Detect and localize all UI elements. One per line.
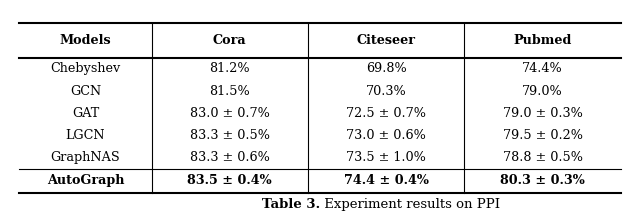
Text: 79.0 ± 0.3%: 79.0 ± 0.3% bbox=[502, 107, 582, 120]
Text: Models: Models bbox=[60, 34, 111, 47]
Text: 80.3 ± 0.3%: 80.3 ± 0.3% bbox=[500, 174, 585, 187]
Text: 81.5%: 81.5% bbox=[209, 85, 250, 98]
Text: 83.3 ± 0.6%: 83.3 ± 0.6% bbox=[190, 151, 269, 164]
Text: 83.3 ± 0.5%: 83.3 ± 0.5% bbox=[189, 129, 270, 142]
Text: 79.0%: 79.0% bbox=[522, 85, 563, 98]
Text: Pubmed: Pubmed bbox=[513, 34, 572, 47]
Text: 73.0 ± 0.6%: 73.0 ± 0.6% bbox=[346, 129, 426, 142]
Text: AutoGraph: AutoGraph bbox=[47, 174, 124, 187]
Text: LGCN: LGCN bbox=[65, 129, 105, 142]
Text: GraphNAS: GraphNAS bbox=[51, 151, 120, 164]
Text: 72.5 ± 0.7%: 72.5 ± 0.7% bbox=[346, 107, 426, 120]
Text: 74.4 ± 0.4%: 74.4 ± 0.4% bbox=[344, 174, 429, 187]
Text: 81.2%: 81.2% bbox=[209, 62, 250, 75]
Text: 83.5 ± 0.4%: 83.5 ± 0.4% bbox=[188, 174, 272, 187]
Text: 74.4%: 74.4% bbox=[522, 62, 563, 75]
Text: 83.0 ± 0.7%: 83.0 ± 0.7% bbox=[190, 107, 269, 120]
Text: 79.5 ± 0.2%: 79.5 ± 0.2% bbox=[502, 129, 582, 142]
Text: 78.8 ± 0.5%: 78.8 ± 0.5% bbox=[502, 151, 582, 164]
Text: 70.3%: 70.3% bbox=[366, 85, 406, 98]
Text: 69.8%: 69.8% bbox=[366, 62, 406, 75]
Text: GCN: GCN bbox=[70, 85, 101, 98]
Text: 73.5 ± 1.0%: 73.5 ± 1.0% bbox=[346, 151, 426, 164]
Text: Experiment results on PPI: Experiment results on PPI bbox=[320, 198, 500, 211]
Text: Citeseer: Citeseer bbox=[356, 34, 415, 47]
Text: Chebyshev: Chebyshev bbox=[51, 62, 120, 75]
Text: GAT: GAT bbox=[72, 107, 99, 120]
Text: Cora: Cora bbox=[213, 34, 246, 47]
Text: Table 3.: Table 3. bbox=[262, 198, 320, 211]
